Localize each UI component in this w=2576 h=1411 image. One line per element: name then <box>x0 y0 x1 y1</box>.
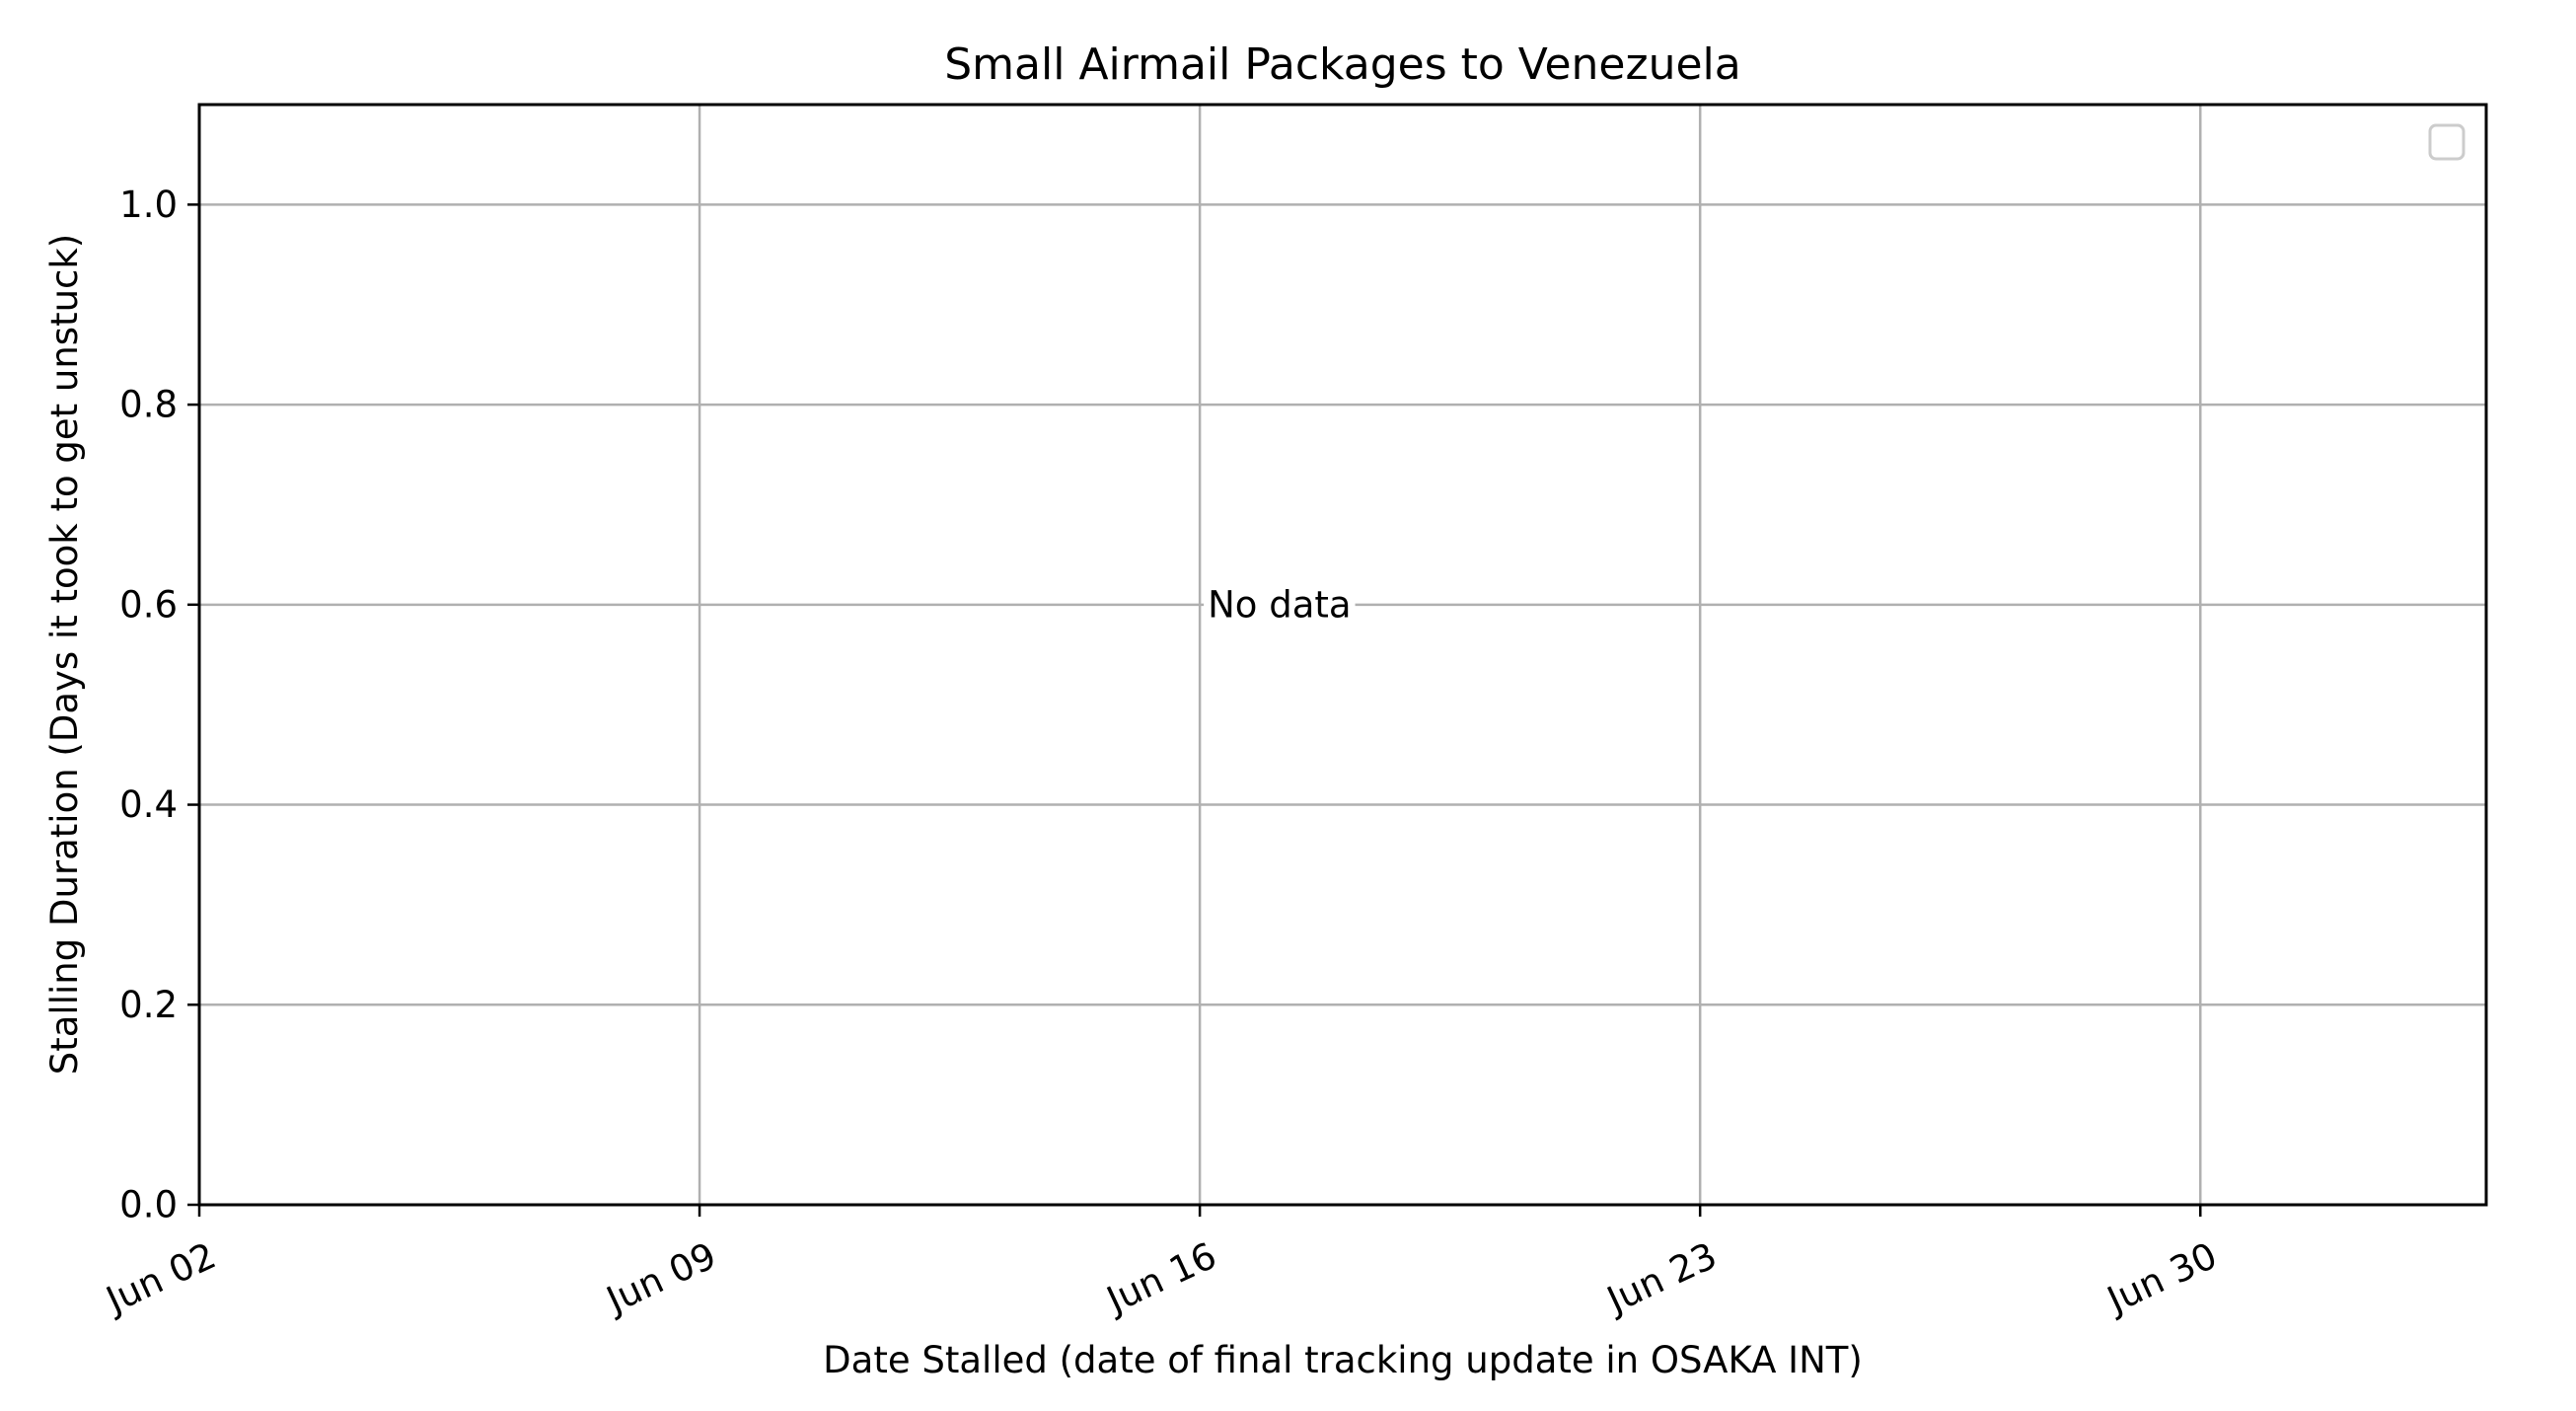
legend-box <box>2428 123 2466 161</box>
no-data-annotation: No data <box>1208 583 1351 626</box>
chart-title: Small Airmail Packages to Venezuela <box>944 39 1741 90</box>
y-tick-label: 0.8 <box>119 384 178 426</box>
y-tick-label: 0.4 <box>119 783 178 826</box>
y-tick-label: 0.6 <box>119 583 178 626</box>
x-axis-label: Date Stalled (date of final tracking upd… <box>823 1339 1863 1381</box>
y-axis-label: Stalling Duration (Days it took to get u… <box>43 234 86 1075</box>
plot-area-frame <box>197 103 2488 1207</box>
y-tick-label: 1.0 <box>119 184 178 226</box>
y-tick-label: 0.2 <box>119 984 178 1026</box>
y-tick-label: 0.0 <box>119 1184 178 1226</box>
annotation-background <box>1204 581 1356 629</box>
